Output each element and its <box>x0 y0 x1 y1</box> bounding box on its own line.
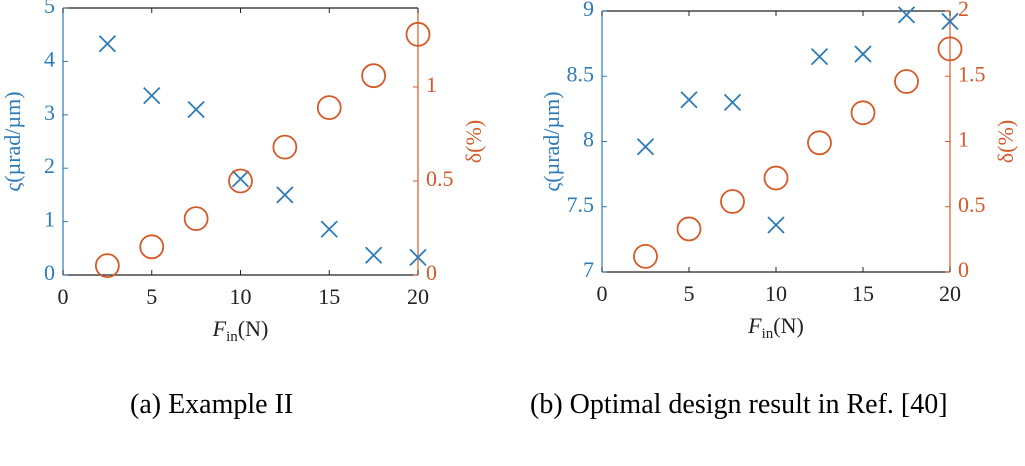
cross-point <box>767 216 785 234</box>
y-tick-label: 7.5 <box>567 192 595 217</box>
x-axis-label: Fin(N) <box>747 313 804 342</box>
circle-point <box>139 234 165 260</box>
y2-axis-label: δ(%) <box>993 120 1018 163</box>
circle-point <box>763 165 789 191</box>
x-tick-label: 5 <box>684 281 695 306</box>
x-tick-label: 10 <box>230 284 252 309</box>
cross-point <box>680 91 698 109</box>
cross-point <box>320 220 338 238</box>
y-tick-label: 8 <box>583 127 594 152</box>
x-tick-label: 10 <box>765 281 787 306</box>
circle-point <box>894 69 919 94</box>
y-tick-label: 4 <box>44 46 55 71</box>
cross-point <box>636 138 655 156</box>
x-tick-label: 20 <box>939 281 961 306</box>
caption: (a) Example II <box>130 389 294 420</box>
x-tick-label: 0 <box>597 281 608 306</box>
x-tick-label: 15 <box>318 284 340 309</box>
cross-point <box>98 35 117 53</box>
y2-tick-label: 0 <box>426 260 437 285</box>
circle-point <box>807 130 832 156</box>
circle-point <box>405 21 431 47</box>
circle-point <box>361 63 387 89</box>
y2-tick-label: 1.5 <box>958 61 986 86</box>
x-label-unit: (N) <box>238 316 269 341</box>
x-label-unit: (N) <box>773 313 804 338</box>
circle-point <box>937 36 963 62</box>
y2-tick-label: 0 <box>958 257 969 282</box>
y-tick-label: 2 <box>44 153 55 178</box>
caption: (b) Optimal design result in Ref. [40] <box>530 389 948 420</box>
cross-point <box>276 186 294 204</box>
cross-point <box>143 86 161 105</box>
x-tick-label: 5 <box>146 284 157 309</box>
x-tick-label: 15 <box>852 281 874 306</box>
y-axis-label: ς(µrad/µm) <box>0 91 25 191</box>
y-tick-label: 0 <box>44 260 55 285</box>
circle-point <box>183 206 209 231</box>
x-label-subscript: in <box>762 326 774 342</box>
y-tick-label: 3 <box>44 100 55 125</box>
y2-axis-label: δ(%) <box>461 120 486 163</box>
y2-tick-label: 2 <box>958 0 969 21</box>
cross-point <box>364 246 383 264</box>
circle-point <box>720 189 745 214</box>
x-axis-label: Fin(N) <box>212 316 269 345</box>
x-tick-label: 0 <box>58 284 69 309</box>
circle-point <box>228 168 253 194</box>
x-label-symbol: F <box>212 316 227 341</box>
x-tick-label: 20 <box>407 284 429 309</box>
y-tick-label: 5 <box>44 0 55 18</box>
y-tick-label: 8.5 <box>567 61 595 86</box>
cross-point <box>810 48 829 66</box>
y2-tick-label: 0.5 <box>958 192 986 217</box>
circle-point <box>316 95 342 121</box>
y-tick-label: 9 <box>583 0 594 21</box>
y2-tick-label: 1 <box>958 127 969 152</box>
cross-point <box>231 170 250 188</box>
circle-point <box>94 253 120 278</box>
y2-tick-label: 1 <box>426 72 437 97</box>
cross-point <box>187 100 205 119</box>
circle-point <box>676 216 702 242</box>
cross-point <box>897 6 916 24</box>
cross-point <box>941 12 959 31</box>
y-tick-label: 7 <box>583 257 594 282</box>
y2-tick-label: 0.5 <box>426 166 454 191</box>
circle-point <box>272 134 298 160</box>
cross-point <box>409 248 427 267</box>
x-label-subscript: in <box>226 329 238 345</box>
y-tick-label: 1 <box>44 207 55 232</box>
cross-point <box>854 45 872 63</box>
circle-point <box>850 100 876 126</box>
cross-point <box>723 93 742 111</box>
circle-point <box>633 243 658 269</box>
y-axis-label: ς(µrad/µm) <box>539 91 564 191</box>
x-label-symbol: F <box>747 313 762 338</box>
